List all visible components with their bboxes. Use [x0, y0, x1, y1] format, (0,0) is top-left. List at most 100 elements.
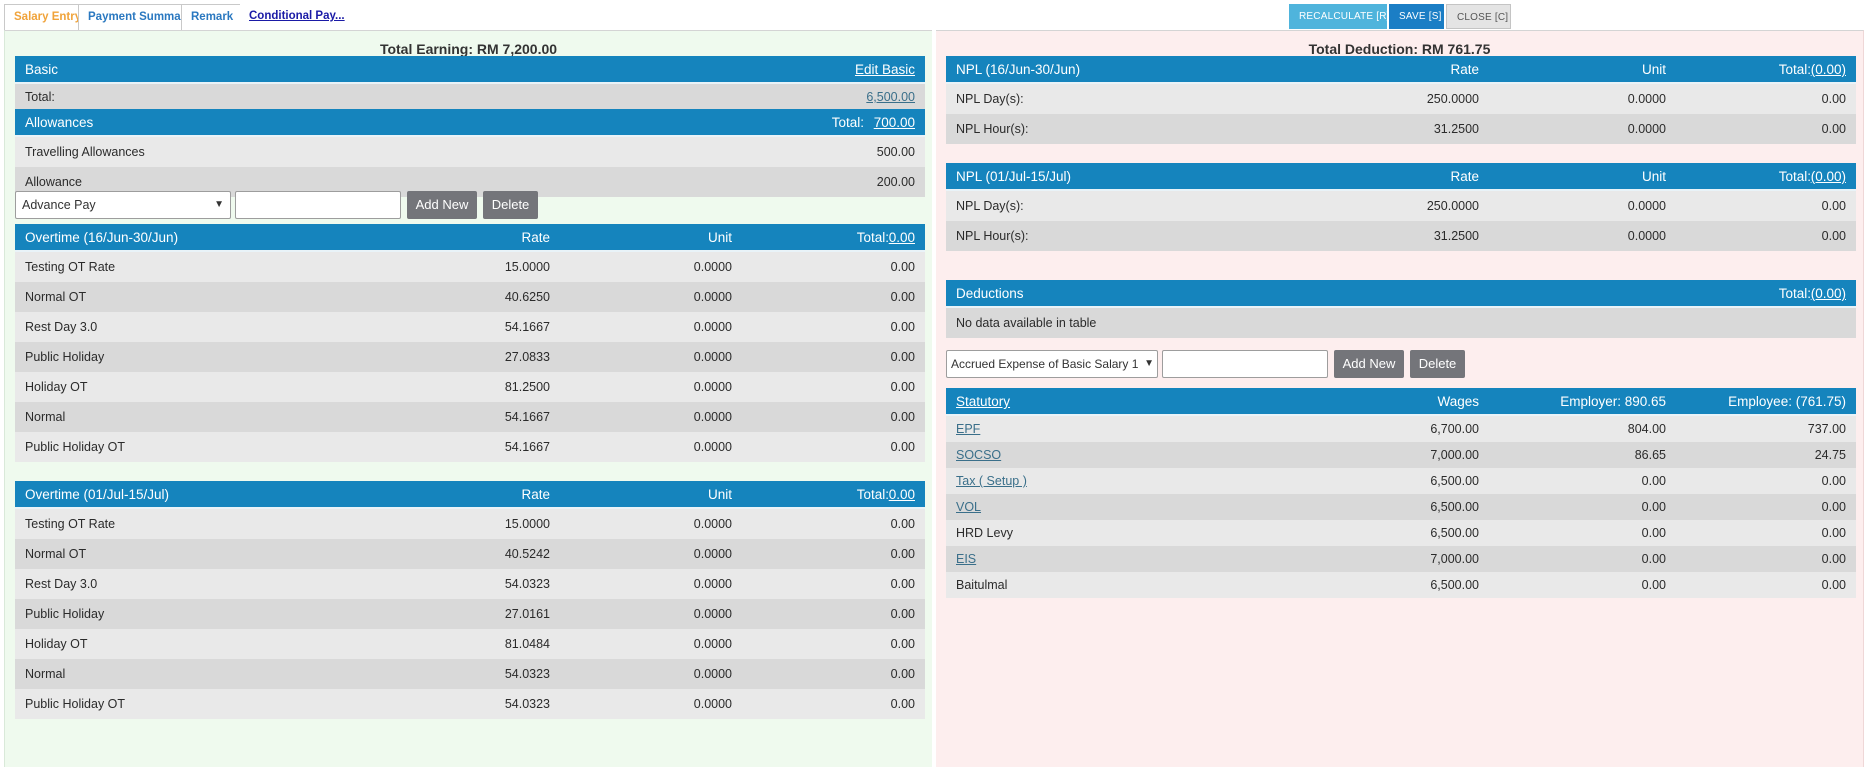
statutory-header-link[interactable]: Statutory — [956, 394, 1011, 409]
overtime-2-rate-header: Rate — [521, 487, 550, 502]
chevron-down-icon: ▼ — [1144, 358, 1154, 369]
row-rate: 31.2500 — [1433, 122, 1479, 136]
overtime-2-unit-header: Unit — [707, 487, 732, 502]
npl-1-total-value[interactable]: (0.00) — [1810, 62, 1846, 77]
deduction-amount-input[interactable] — [1162, 350, 1328, 378]
deductions-total-value[interactable]: (0.00) — [1810, 286, 1846, 301]
epf-link[interactable]: EPF — [956, 422, 981, 436]
row-wages: 6,500.00 — [1430, 578, 1479, 592]
table-row: Public Holiday OT 54.0323 0.0000 0.00 — [15, 689, 925, 719]
deduction-delete-button[interactable]: Delete — [1410, 350, 1465, 378]
npl-1-total-label: Total: — [1778, 62, 1811, 77]
deductions-header: Deductions Total: (0.00) — [946, 280, 1856, 308]
row-employee: 0.00 — [1821, 474, 1846, 488]
save-button[interactable]: SAVE [S] — [1389, 4, 1444, 29]
row-employee: 0.00 — [1821, 578, 1846, 592]
table-row: Normal 54.0323 0.0000 0.00 — [15, 659, 925, 689]
overtime-2-header-label: Overtime (01/Jul-15/Jul) — [25, 487, 170, 502]
deduction-add-new-button[interactable]: Add New — [1334, 350, 1404, 378]
table-row: NPL Day(s): 250.0000 0.0000 0.00 — [946, 191, 1856, 221]
row-rate: 54.1667 — [504, 440, 550, 454]
row-label: Holiday OT — [25, 637, 88, 651]
statutory-header: Statutory Wages Employer: 890.65 Employe… — [946, 388, 1856, 416]
deduction-type-select[interactable]: Accrued Expense of Basic Salary 1 ▼ — [946, 350, 1158, 378]
row-employer: 0.00 — [1641, 578, 1666, 592]
table-row: Baitulmal 6,500.00 0.00 0.00 — [946, 572, 1856, 598]
overtime-2-total-value[interactable]: 0.00 — [888, 487, 915, 502]
row-rate: 250.0000 — [1426, 199, 1479, 213]
row-rate: 40.6250 — [504, 290, 550, 304]
row-value: 500.00 — [876, 145, 915, 159]
row-total: 0.00 — [890, 517, 915, 531]
row-label: Allowance — [25, 175, 82, 189]
table-row: NPL Hour(s): 31.2500 0.0000 0.00 — [946, 114, 1856, 144]
row-label: Public Holiday OT — [25, 697, 126, 711]
table-row: Normal OT 40.5242 0.0000 0.00 — [15, 539, 925, 569]
row-employer: 86.65 — [1634, 448, 1666, 462]
allowances-total-value[interactable]: 700.00 — [873, 115, 915, 130]
row-total: 0.00 — [890, 410, 915, 424]
tab-payment-summary[interactable]: Payment Summary — [78, 4, 202, 30]
eis-link[interactable]: EIS — [956, 552, 977, 566]
tab-salary-entry[interactable]: Salary Entry — [4, 4, 92, 30]
row-label: Normal OT — [25, 290, 87, 304]
npl-2-total-value[interactable]: (0.00) — [1810, 169, 1846, 184]
npl-2-section: NPL (01/Jul-15/Jul) Rate Unit Total: (0.… — [946, 163, 1856, 251]
earning-type-select[interactable]: Advance Pay ▼ — [15, 191, 231, 219]
recalculate-button[interactable]: RECALCULATE [R] — [1289, 4, 1389, 29]
tab-remark[interactable]: Remark — [181, 4, 244, 30]
row-wages: 6,500.00 — [1430, 526, 1479, 540]
table-row: Normal OT 40.6250 0.0000 0.00 — [15, 282, 925, 312]
overtime-2-section: Overtime (01/Jul-15/Jul) Rate Unit Total… — [15, 481, 925, 719]
socso-link[interactable]: SOCSO — [956, 448, 1002, 462]
table-row: NPL Day(s): 250.0000 0.0000 0.00 — [946, 84, 1856, 114]
allowances-header: Allowances Total: 700.00 — [15, 109, 925, 137]
basic-total-value[interactable]: 6,500.00 — [866, 90, 915, 104]
tab-conditional-pay[interactable]: Conditional Pay... — [240, 4, 354, 30]
row-unit: 0.0000 — [693, 697, 732, 711]
table-row: EPF 6,700.00 804.00 737.00 — [946, 416, 1856, 442]
row-rate: 15.0000 — [504, 517, 550, 531]
row-employee: 0.00 — [1821, 500, 1846, 514]
overtime-1-rows: Testing OT Rate 15.0000 0.0000 0.00 Normal … — [15, 252, 925, 462]
row-label: Public Holiday — [25, 607, 105, 621]
row-total: 0.00 — [890, 637, 915, 651]
row-label: NPL Day(s): — [956, 92, 1024, 106]
deduction-type-select-value: Accrued Expense of Basic Salary 1 — [951, 357, 1139, 371]
earning-amount-input[interactable] — [235, 191, 401, 219]
row-wages: 6,500.00 — [1430, 500, 1479, 514]
deduction-add-controls: Accrued Expense of Basic Salary 1 ▼ Add … — [946, 350, 1856, 378]
deductions-section: Deductions Total: (0.00) No data availab… — [946, 280, 1856, 338]
npl-1-header-label: NPL (16/Jun-30/Jun) — [956, 62, 1081, 77]
close-button[interactable]: CLOSE [C] — [1446, 4, 1511, 29]
npl-1-rows: NPL Day(s): 250.0000 0.0000 0.00 NPL Hour(s… — [946, 84, 1856, 144]
earning-delete-button[interactable]: Delete — [483, 191, 538, 219]
vol-link[interactable]: VOL — [956, 500, 982, 514]
tax-setup-link[interactable]: Tax ( Setup ) — [956, 474, 1027, 488]
table-row: Holiday OT 81.2500 0.0000 0.00 — [15, 372, 925, 402]
overtime-2-rows: Testing OT Rate 15.0000 0.0000 0.00 Normal … — [15, 509, 925, 719]
edit-basic-link[interactable]: Edit Basic — [854, 62, 915, 77]
row-label: Normal OT — [25, 547, 87, 561]
row-unit: 0.0000 — [693, 667, 732, 681]
allowances-section: Allowances Total: 700.00 Travelling Allo… — [15, 109, 925, 197]
table-row: NPL Hour(s): 31.2500 0.0000 0.00 — [946, 221, 1856, 251]
statutory-employee-header: Employee: (761.75) — [1728, 394, 1846, 409]
row-total: 0.00 — [1821, 199, 1846, 213]
table-row: Normal 54.1667 0.0000 0.00 — [15, 402, 925, 432]
row-employee: 0.00 — [1821, 552, 1846, 566]
row-unit: 0.0000 — [693, 350, 732, 364]
row-unit: 0.0000 — [693, 517, 732, 531]
row-unit: 0.0000 — [693, 290, 732, 304]
row-unit: 0.0000 — [1627, 92, 1666, 106]
row-total: 0.00 — [890, 577, 915, 591]
row-label: Public Holiday OT — [25, 440, 126, 454]
row-unit: 0.0000 — [693, 320, 732, 334]
basic-total-label: Total: — [25, 90, 55, 104]
earning-add-new-button[interactable]: Add New — [407, 191, 477, 219]
row-label: Public Holiday — [25, 350, 105, 364]
row-unit: 0.0000 — [693, 607, 732, 621]
overtime-1-total-value[interactable]: 0.00 — [888, 230, 915, 245]
row-label: Rest Day 3.0 — [25, 577, 98, 591]
table-row: Public Holiday 27.0833 0.0000 0.00 — [15, 342, 925, 372]
